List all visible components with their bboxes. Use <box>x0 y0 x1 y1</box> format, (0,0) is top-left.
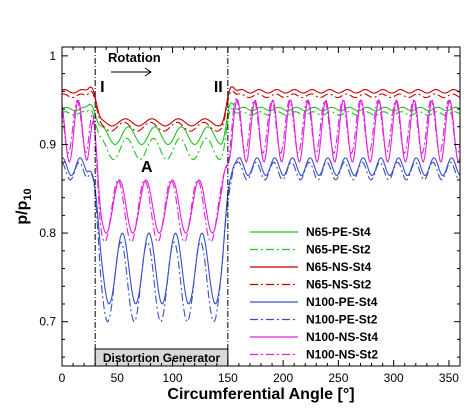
series-line-n65-ns-st4 <box>61 86 461 127</box>
x-tick-label: 250 <box>328 371 348 385</box>
legend-item: N65-NS-St4 <box>250 260 372 274</box>
y-axis-ticks: 0.7 0.8 0.9 1 <box>39 49 460 358</box>
y-tick-label: 0.7 <box>39 315 56 329</box>
plot-frame <box>61 46 461 367</box>
legend-item: N100-PE-St4 <box>250 295 378 309</box>
legend-item: N65-NS-St2 <box>250 278 372 292</box>
series-line-n100-pe-st4 <box>61 157 461 305</box>
legend-label: N65-PE-St2 <box>306 243 371 257</box>
series-line-n65-pe-st2 <box>61 107 461 161</box>
x-tick-label: 350 <box>439 371 459 385</box>
x-tick-label: 100 <box>163 371 183 385</box>
svg-text:p/p10: p/p10 <box>14 188 34 224</box>
legend-item: N65-PE-St2 <box>250 243 371 257</box>
legend-label: N65-NS-St2 <box>306 278 372 292</box>
legend: N65-PE-St4 N65-PE-St2 N65-NS-St4 N65-NS-St2… <box>250 225 378 362</box>
region-a-label: A <box>141 159 153 176</box>
legend-label: N100-NS-St4 <box>306 330 378 344</box>
legend-label: N65-PE-St4 <box>306 225 371 239</box>
legend-item: N100-NS-St4 <box>250 330 378 344</box>
x-axis-label: Circumferential Angle [°] <box>167 386 354 403</box>
x-tick-label: 0 <box>59 371 66 385</box>
x-axis-ticks: 0 50 100 150 200 250 300 350 <box>59 47 459 385</box>
legend-label: N100-NS-St2 <box>306 348 378 362</box>
series-line-n65-ns-st2 <box>61 90 461 132</box>
x-tick-label: 150 <box>218 371 238 385</box>
x-tick-label: 200 <box>273 371 293 385</box>
legend-item: N100-PE-St2 <box>250 313 378 327</box>
series-layer <box>61 86 461 323</box>
y-tick-label: 1 <box>49 49 56 63</box>
legend-label: N100-PE-St4 <box>306 295 378 309</box>
y-axis-label-subscript: 10 <box>22 188 34 200</box>
series-line-n100-pe-st2 <box>61 161 461 323</box>
y-tick-label: 0.9 <box>39 137 56 151</box>
rotation-arrow-icon <box>111 67 152 77</box>
legend-item: N65-PE-St4 <box>250 225 371 239</box>
legend-item: N100-NS-St2 <box>250 348 378 362</box>
y-axis-label-main: p/p <box>14 200 31 224</box>
rotation-label: Rotation <box>108 50 161 65</box>
legend-label: N100-PE-St2 <box>306 313 378 327</box>
legend-label: N65-NS-St4 <box>306 260 372 274</box>
marker-ii: II <box>214 79 223 96</box>
x-tick-label: 300 <box>384 371 404 385</box>
y-tick-label: 0.8 <box>39 226 56 240</box>
series-line-n100-ns-st4 <box>61 99 461 234</box>
distortion-generator-label: Distortion Generator <box>103 351 221 365</box>
y-axis-label: p/p10 <box>14 188 34 224</box>
marker-i: I <box>100 79 104 96</box>
x-tick-label: 50 <box>111 371 125 385</box>
series-line-n100-ns-st2 <box>61 98 461 243</box>
series-line-n65-pe-st4 <box>61 102 461 146</box>
